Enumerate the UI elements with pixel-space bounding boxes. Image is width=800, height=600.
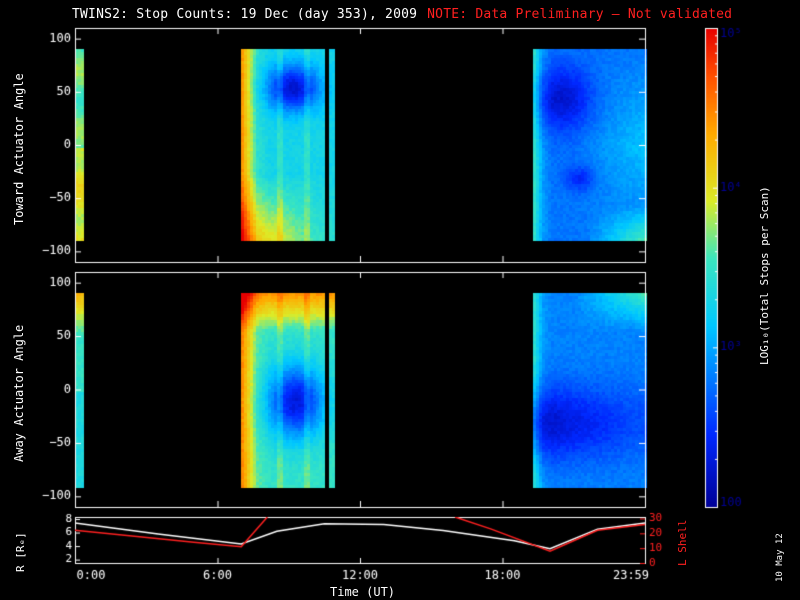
orbit-ylabel-left: R [Rₑ] bbox=[14, 532, 27, 572]
away-ylabel: Away Actuator Angle bbox=[12, 324, 26, 462]
colorbar-label: LOG₁₀(Total Stops per Scan) bbox=[758, 186, 771, 365]
chart-title: TWINS2: Stop Counts: 19 Dec (day 353), 2… bbox=[72, 7, 732, 22]
orbit-ylabel-right: L Shell bbox=[676, 519, 689, 566]
title-text: TWINS2: Stop Counts: 19 Dec (day 353), 2… bbox=[72, 7, 418, 22]
date-stamp: 10 May 12 bbox=[775, 533, 785, 582]
x-axis-label: Time (UT) bbox=[330, 585, 396, 599]
toward-ylabel: Toward Actuator Angle bbox=[12, 73, 26, 225]
note-text: NOTE: Data Preliminary – Not validated bbox=[427, 7, 733, 22]
